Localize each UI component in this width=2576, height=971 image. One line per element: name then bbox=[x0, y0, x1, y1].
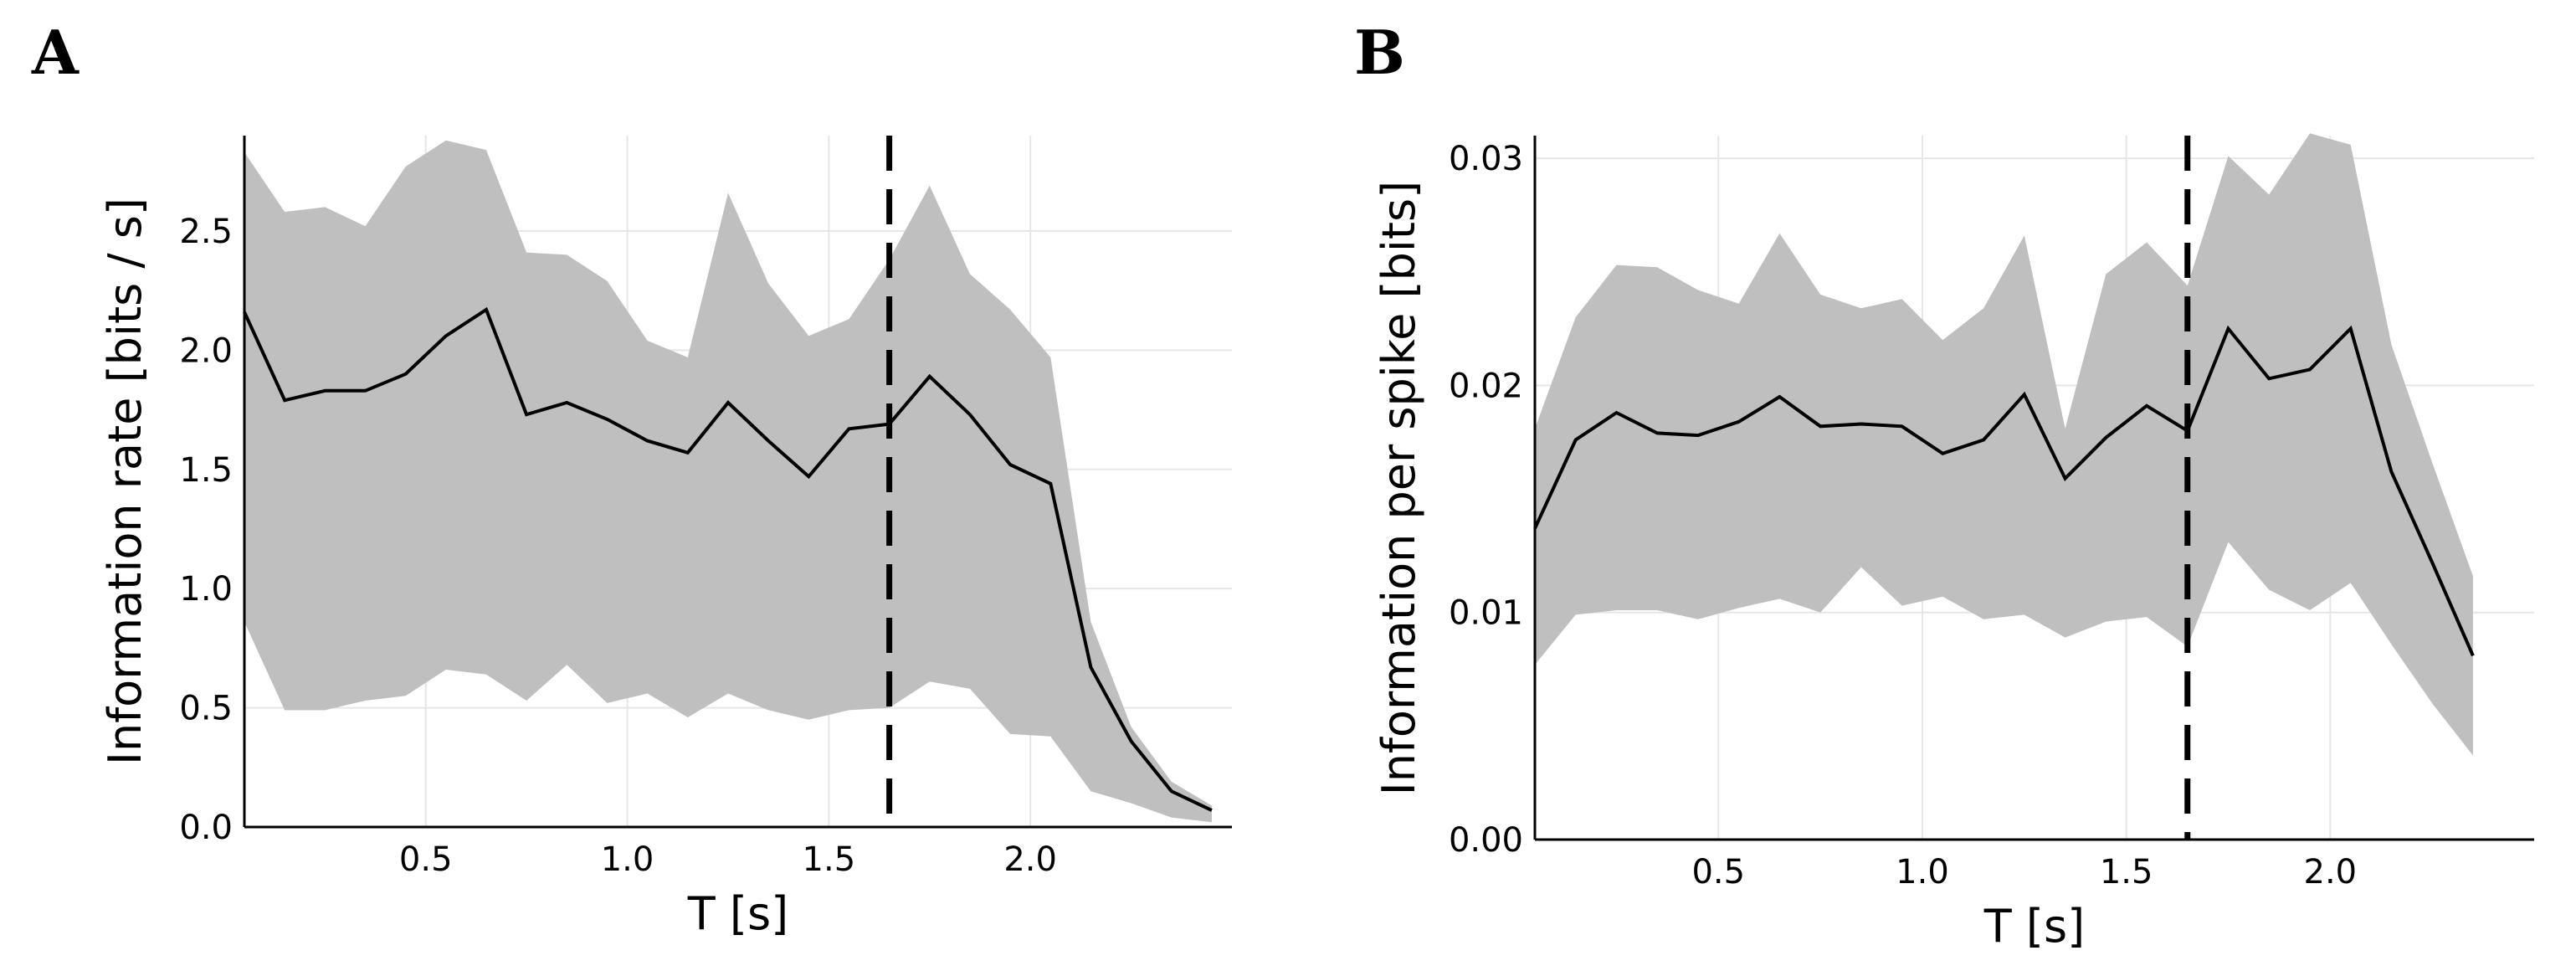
x-tick-label: 1.0 bbox=[1896, 853, 1949, 891]
panel-label-a: A bbox=[31, 17, 80, 88]
y-tick-label: 2.0 bbox=[179, 331, 233, 370]
x-axis-label-b: T [s] bbox=[1983, 900, 2085, 953]
y-axis-label-a: Information rate [bits / s] bbox=[99, 198, 151, 765]
y-tick-label: 0.03 bbox=[1449, 140, 1523, 178]
y-tick-label: 0.5 bbox=[179, 690, 233, 728]
x-tick-label: 1.5 bbox=[803, 840, 856, 879]
tick-labels-b: 0.5 1.0 1.5 2.0 0.00 0.01 0.02 0.03 bbox=[1449, 140, 2357, 891]
tick-labels-a: 0.5 1.0 1.5 2.0 0.0 0.5 1.0 1.5 2.0 2.5 bbox=[179, 213, 1057, 879]
mean-line-b bbox=[1533, 325, 2475, 657]
y-tick-label: 0.01 bbox=[1449, 594, 1523, 633]
x-tick-label: 1.5 bbox=[2100, 853, 2153, 891]
x-tick-label: 0.5 bbox=[399, 840, 453, 879]
panel-a: A 0.5 1.0 1.5 2.0 0.0 0.5 1.0 1.5 2.0 2.5 T [s] I… bbox=[31, 17, 1232, 940]
y-tick-label: 1.0 bbox=[179, 570, 233, 609]
confidence-band-b bbox=[1535, 133, 2473, 756]
y-axis-label-b: Information per spike [bits] bbox=[1373, 181, 1425, 795]
y-tick-label: 0.0 bbox=[179, 809, 233, 847]
panel-label-b: B bbox=[1354, 17, 1405, 88]
mean-line-a bbox=[243, 306, 1213, 812]
x-tick-label: 1.0 bbox=[601, 840, 654, 879]
y-tick-label: 2.5 bbox=[179, 213, 233, 251]
panel-b: B 0.5 1.0 1.5 2.0 0.00 0.01 0.02 0.03 T [s] Inf… bbox=[1354, 17, 2534, 953]
y-tick-label: 0.00 bbox=[1449, 821, 1523, 860]
x-tick-label: 2.0 bbox=[1003, 840, 1057, 879]
x-tick-label: 2.0 bbox=[2304, 853, 2358, 891]
confidence-band-a bbox=[244, 140, 1212, 823]
y-tick-label: 1.5 bbox=[179, 451, 233, 490]
x-tick-label: 0.5 bbox=[1691, 853, 1745, 891]
x-axis-label-a: T [s] bbox=[687, 887, 788, 940]
y-tick-label: 0.02 bbox=[1449, 367, 1523, 405]
